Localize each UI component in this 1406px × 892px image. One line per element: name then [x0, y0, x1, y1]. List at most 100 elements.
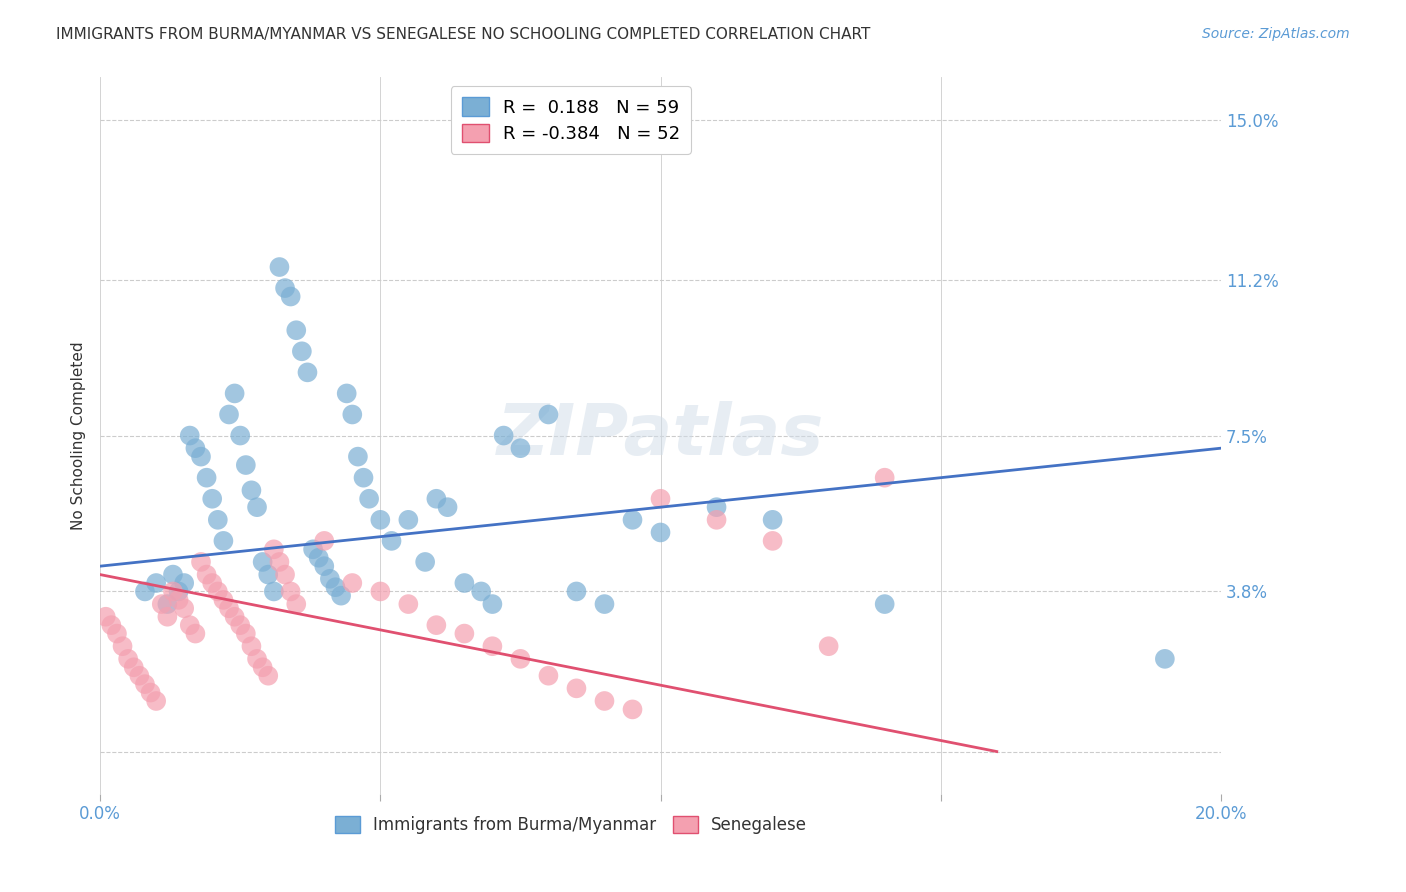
Point [706, 513, 728, 527]
Point [235, 458, 257, 472]
Point [291, 344, 314, 359]
Point [190, 450, 212, 464]
Point [167, 592, 190, 607]
Point [224, 386, 246, 401]
Point [117, 652, 139, 666]
Point [280, 289, 302, 303]
Point [761, 513, 783, 527]
Point [565, 681, 588, 696]
Point [347, 450, 370, 464]
Point [229, 618, 252, 632]
Point [492, 428, 515, 442]
Point [425, 618, 447, 632]
Point [453, 576, 475, 591]
Point [280, 584, 302, 599]
Point [218, 601, 240, 615]
Point [179, 428, 201, 442]
Point [359, 491, 381, 506]
Point [173, 601, 195, 615]
Point [336, 386, 359, 401]
Point [370, 584, 392, 599]
Point [481, 639, 503, 653]
Point [396, 597, 419, 611]
Point [257, 669, 280, 683]
Point [207, 584, 229, 599]
Point [509, 441, 531, 455]
Point [565, 584, 588, 599]
Point [650, 491, 672, 506]
Point [706, 500, 728, 515]
Point [342, 576, 364, 591]
Point [235, 626, 257, 640]
Point [285, 323, 308, 337]
Point [224, 609, 246, 624]
Point [593, 694, 616, 708]
Point [319, 572, 342, 586]
Point [537, 669, 560, 683]
Point [425, 491, 447, 506]
Point [252, 555, 274, 569]
Point [621, 513, 644, 527]
Point [122, 660, 145, 674]
Point [269, 555, 291, 569]
Point [274, 281, 297, 295]
Point [297, 365, 319, 379]
Point [207, 513, 229, 527]
Point [218, 408, 240, 422]
Point [436, 500, 458, 515]
Point [302, 542, 325, 557]
Point [650, 525, 672, 540]
Point [173, 576, 195, 591]
Y-axis label: No Schooling Completed: No Schooling Completed [72, 342, 86, 530]
Point [162, 584, 184, 599]
Point [873, 597, 896, 611]
Point [314, 559, 336, 574]
Point [162, 567, 184, 582]
Point [139, 685, 162, 699]
Point [481, 597, 503, 611]
Point [269, 260, 291, 274]
Text: IMMIGRANTS FROM BURMA/MYANMAR VS SENEGALESE NO SCHOOLING COMPLETED CORRELATION C: IMMIGRANTS FROM BURMA/MYANMAR VS SENEGAL… [56, 27, 870, 42]
Point [246, 500, 269, 515]
Point [285, 597, 308, 611]
Point [212, 592, 235, 607]
Point [263, 542, 285, 557]
Point [873, 471, 896, 485]
Point [274, 567, 297, 582]
Point [330, 589, 353, 603]
Point [134, 677, 156, 691]
Point [817, 639, 839, 653]
Point [593, 597, 616, 611]
Point [100, 618, 122, 632]
Point [184, 441, 207, 455]
Point [342, 408, 364, 422]
Point [212, 533, 235, 548]
Point [145, 694, 167, 708]
Point [314, 533, 336, 548]
Point [145, 576, 167, 591]
Point [246, 652, 269, 666]
Point [257, 567, 280, 582]
Point [94, 609, 117, 624]
Point [325, 580, 347, 594]
Legend: R =  0.188   N = 59, R = -0.384   N = 52: R = 0.188 N = 59, R = -0.384 N = 52 [451, 87, 690, 154]
Point [111, 639, 134, 653]
Point [201, 576, 224, 591]
Point [134, 584, 156, 599]
Point [105, 626, 128, 640]
Point [229, 428, 252, 442]
Point [195, 471, 218, 485]
Point [308, 550, 330, 565]
Text: ZIPatlas: ZIPatlas [496, 401, 824, 470]
Point [150, 597, 173, 611]
Point [761, 533, 783, 548]
Text: Source: ZipAtlas.com: Source: ZipAtlas.com [1202, 27, 1350, 41]
Point [413, 555, 436, 569]
Point [396, 513, 419, 527]
Point [509, 652, 531, 666]
Point [190, 555, 212, 569]
Point [156, 597, 179, 611]
Point [240, 483, 263, 498]
Point [1153, 652, 1175, 666]
Point [353, 471, 375, 485]
